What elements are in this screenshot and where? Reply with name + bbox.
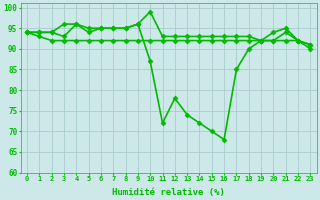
- X-axis label: Humidité relative (%): Humidité relative (%): [112, 188, 225, 197]
